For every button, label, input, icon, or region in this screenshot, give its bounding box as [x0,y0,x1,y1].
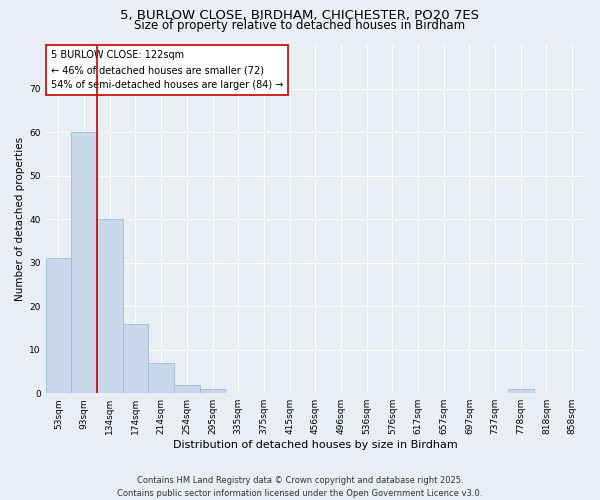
Bar [508,389,533,393]
Text: 5, BURLOW CLOSE, BIRDHAM, CHICHESTER, PO20 7ES: 5, BURLOW CLOSE, BIRDHAM, CHICHESTER, PO… [121,9,479,22]
Text: Size of property relative to detached houses in Birdham: Size of property relative to detached ho… [134,19,466,32]
Text: Contains HM Land Registry data © Crown copyright and database right 2025.
Contai: Contains HM Land Registry data © Crown c… [118,476,482,498]
X-axis label: Distribution of detached houses by size in Birdham: Distribution of detached houses by size … [173,440,458,450]
Bar [148,362,174,393]
Bar [97,219,122,393]
Bar [122,324,148,393]
Bar [71,132,97,393]
Text: 5 BURLOW CLOSE: 122sqm
← 46% of detached houses are smaller (72)
54% of semi-det: 5 BURLOW CLOSE: 122sqm ← 46% of detached… [51,50,283,90]
Bar [46,258,71,393]
Bar [200,389,226,393]
Bar [174,384,200,393]
Y-axis label: Number of detached properties: Number of detached properties [15,137,25,301]
